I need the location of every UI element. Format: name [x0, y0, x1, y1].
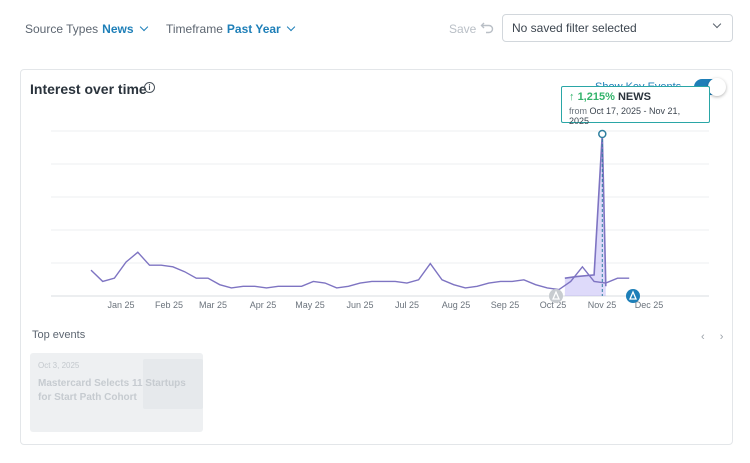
x-tick-label: May 25 — [295, 300, 325, 310]
chart-tooltip: ↑ 1,215% NEWS from Oct 17, 2025 - Nov 21… — [561, 86, 710, 126]
x-tick-label: Mar 25 — [199, 300, 227, 310]
x-tick-label: Apr 25 — [250, 300, 277, 310]
chevron-down-icon[interactable] — [286, 22, 295, 32]
tooltip-from-label: from — [569, 106, 587, 116]
x-tick-label: Nov 25 — [588, 300, 617, 310]
interest-chart: Jan 25 Feb 25 Mar 25 Apr 25 May 25 Jun 25 Jul … — [51, 129, 709, 310]
highlight-area — [564, 134, 606, 296]
series-line — [90, 251, 630, 291]
tooltip-change: 1,215% — [577, 91, 615, 103]
x-tick-label: Jan 25 — [107, 300, 134, 310]
tooltip-source: NEWS — [617, 91, 651, 103]
saved-filter-value: No saved filter selected — [512, 21, 637, 35]
x-tick-label: Feb 25 — [155, 300, 183, 310]
x-tick-label: Jun 25 — [346, 300, 373, 310]
peak-point — [598, 129, 607, 139]
info-icon[interactable]: i — [144, 82, 155, 93]
filter-bar: Source Types News Timeframe Past Year Sa… — [0, 0, 750, 60]
card-title: Interest over time — [30, 81, 147, 97]
chevron-down-icon[interactable] — [139, 22, 148, 32]
tooltip-range: Oct 17, 2025 - Nov 21, 2025 — [569, 106, 681, 126]
timeframe-value[interactable]: Past Year — [226, 22, 281, 36]
event-marker-glyph — [629, 290, 637, 300]
chart-x-ticks: Jan 25 Feb 25 Mar 25 Apr 25 May 25 Jun 25 Jul … — [107, 300, 663, 310]
event-marker-icon — [626, 289, 640, 303]
event-thumbnail — [143, 359, 203, 409]
arrow-up-icon: ↑ — [569, 91, 575, 103]
event-marker-glyph — [552, 290, 560, 300]
chart-highlight-area — [564, 134, 606, 296]
toggle-knob[interactable] — [708, 78, 726, 96]
x-tick-label: Oct 25 — [540, 300, 567, 310]
save-button[interactable]: Save — [449, 22, 477, 36]
interest-over-time-card: Interest over time i Show Key Events Jan… — [20, 69, 733, 445]
event-marker-icon — [549, 289, 563, 303]
event-title: Mastercard Selects 11 Startups for Start… — [38, 378, 186, 403]
chart-line — [90, 129, 630, 296]
highlight-line — [564, 133, 607, 287]
x-tick-label: Jul 25 — [395, 300, 419, 310]
top-events-pager[interactable]: ‹ › — [701, 331, 730, 343]
source-types-filter[interactable]: Source Types News — [25, 22, 148, 36]
event-date: Oct 3, 2025 — [38, 361, 80, 370]
chart-event-markers — [549, 289, 640, 303]
x-tick-label: Dec 25 — [635, 300, 664, 310]
event-card[interactable]: Oct 3, 2025 Mastercard Selects 11 Startu… — [30, 353, 203, 432]
x-tick-label: Aug 25 — [442, 300, 471, 310]
x-tick-label: Sep 25 — [491, 300, 520, 310]
undo-icon[interactable] — [480, 20, 494, 34]
chevron-down-icon — [712, 19, 722, 29]
source-types-value[interactable]: News — [102, 22, 134, 36]
top-events-heading: Top events — [32, 329, 86, 341]
timeframe-label: Timeframe — [166, 22, 223, 36]
source-types-label: Source Types — [25, 22, 99, 36]
timeframe-filter[interactable]: Timeframe Past Year — [166, 22, 295, 36]
saved-filter-select[interactable]: No saved filter selected — [502, 14, 733, 42]
chart-grid — [51, 130, 709, 297]
